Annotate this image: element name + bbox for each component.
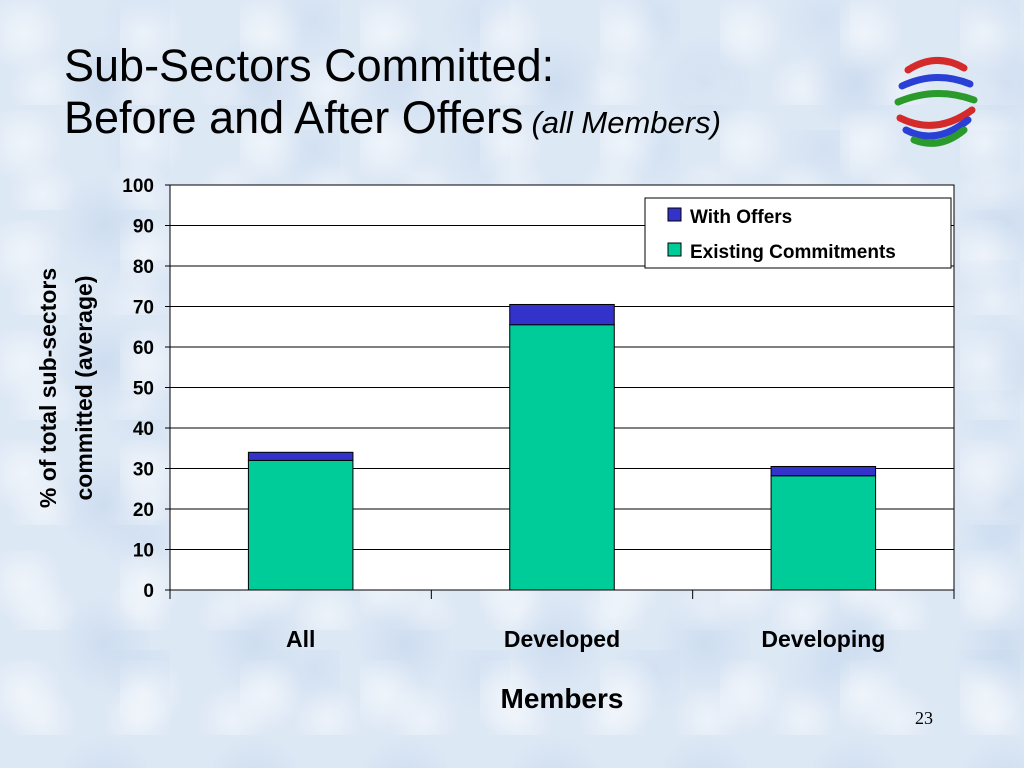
x-axis-label: Members [501,683,624,714]
legend-label-with-offers: With Offers [690,207,792,228]
x-ticks: All Developed Developing [169,590,955,652]
y-ticks: 0 10 20 30 40 50 60 70 80 90 100 [122,176,170,602]
legend-box [644,197,952,269]
slide-title: Sub-Sectors Committed: Before and After … [64,40,721,149]
title-line-2: Before and After Offers (all Members) [64,92,721,149]
wto-globe-logo-icon [894,57,978,147]
title-line-1: Sub-Sectors Committed: [64,40,555,91]
y-tick-label: 80 [133,257,154,278]
y-tick-label: 30 [133,460,154,481]
y-tick-label: 70 [133,298,154,319]
y-tick-label: 0 [143,581,154,602]
bars [247,303,877,591]
y-tick-label: 20 [133,500,154,521]
bar-existing-commitments [509,324,615,591]
x-tick-label: Developing [761,626,885,652]
bar-with-offers [770,465,877,477]
bar-existing-commitments [247,459,354,591]
y-tick-label: 90 [133,217,154,238]
y-tick-label: 40 [133,419,154,440]
bar-with-offers [247,451,354,461]
page-number: 23 [915,708,933,728]
legend: With Offers Existing Commitments [644,197,952,269]
y-tick-label: 60 [133,338,154,359]
legend-swatch-with-offers [667,207,682,222]
bar-with-offers [509,303,615,326]
y-axis-label-line-1: % of total sub-sectors [35,268,61,508]
x-tick-label: Developed [504,626,620,652]
y-tick-label: 50 [133,379,154,400]
y-tick-label: 100 [122,176,154,197]
x-tick-label: All [286,626,315,652]
bar-existing-commitments [770,475,877,591]
y-axis-label-line-2: committed (average) [71,276,97,501]
y-tick-label: 10 [133,541,154,562]
legend-label-existing-commitments: Existing Commitments [690,242,896,263]
legend-swatch-existing-commitments [667,242,682,257]
title-subtitle: (all Members) [531,105,721,140]
title-main: Before and After Offers [64,92,524,143]
